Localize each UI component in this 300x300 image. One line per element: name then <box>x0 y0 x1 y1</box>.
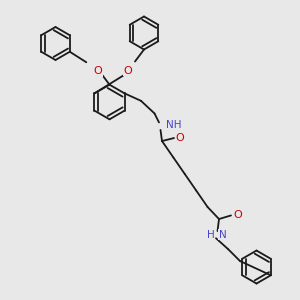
Text: N: N <box>219 230 227 240</box>
Text: O: O <box>93 66 102 76</box>
Text: O: O <box>233 210 242 220</box>
Text: H: H <box>207 230 214 240</box>
Text: O: O <box>123 65 132 76</box>
Text: NH: NH <box>166 120 182 130</box>
Text: O: O <box>176 133 184 143</box>
